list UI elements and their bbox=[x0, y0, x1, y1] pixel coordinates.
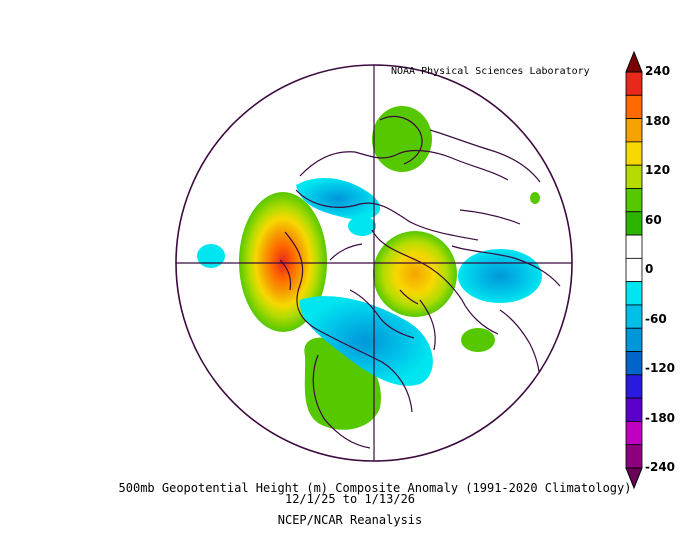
colorbar-segment bbox=[625, 444, 643, 469]
anomaly-positive-small-east bbox=[461, 328, 495, 352]
coastlines bbox=[279, 115, 561, 449]
colorbar-bottom-arrow bbox=[625, 467, 643, 490]
colorbar-tick-label: 240 bbox=[645, 64, 671, 78]
anomaly-negative-canada bbox=[299, 296, 433, 386]
colorbar-segment bbox=[625, 421, 643, 446]
colorbar-segment bbox=[625, 257, 643, 283]
anomaly-negative-arctic bbox=[296, 177, 381, 220]
colorbar-segment bbox=[625, 281, 643, 306]
anomaly-positive-small-ne bbox=[530, 192, 540, 204]
colorbar-tick-label: -120 bbox=[645, 361, 676, 375]
colorbar-segment bbox=[625, 304, 643, 329]
colorbar-tick-label: -180 bbox=[645, 410, 676, 425]
colorbar-tick-label: 60 bbox=[645, 212, 662, 227]
colorbar-tick-label: -240 bbox=[645, 460, 676, 474]
colorbar-segment bbox=[625, 374, 643, 399]
colorbar-tick-label: 120 bbox=[645, 163, 671, 177]
colorbar-top-arrow bbox=[625, 50, 643, 73]
colorbar-segment bbox=[625, 234, 643, 259]
colorbar-segment bbox=[625, 211, 643, 236]
colorbar-segment bbox=[625, 94, 643, 119]
date-range: 12/1/25 to 1/13/26 bbox=[284, 492, 416, 506]
anomaly-positive-alaska bbox=[239, 192, 327, 332]
anomaly-negative-siberia bbox=[458, 249, 542, 303]
colorbar-segment bbox=[625, 118, 643, 143]
anomaly-negative-pole bbox=[348, 216, 376, 236]
colorbar-segment bbox=[625, 351, 643, 376]
anomaly-positive-scandinavia bbox=[372, 106, 432, 172]
anomaly-negative-small-west bbox=[197, 244, 225, 268]
map-boundary bbox=[175, 64, 573, 462]
colorbar-segment bbox=[625, 71, 643, 96]
map-title: 500mb Geopotential Height (m) Composite … bbox=[118, 481, 632, 495]
colorbar-tick-label: 0 bbox=[645, 262, 654, 276]
anomaly-positive-europe bbox=[373, 231, 457, 317]
credit-label: NOAA Physical Sciences Laboratory bbox=[391, 66, 590, 77]
anomaly-field bbox=[197, 106, 542, 430]
colorbar-segment bbox=[625, 141, 643, 166]
colorbar-segment bbox=[625, 397, 643, 422]
data-source: NCEP/NCAR Reanalysis bbox=[277, 513, 423, 527]
colorbar-segment bbox=[625, 188, 643, 213]
colorbar-tick-label: 180 bbox=[645, 113, 671, 128]
colorbar-segments bbox=[625, 71, 643, 469]
colorbar-segment bbox=[625, 327, 643, 352]
colorbar-tick-label: -60 bbox=[645, 311, 667, 326]
colorbar-segment bbox=[625, 164, 643, 189]
colorbar bbox=[625, 50, 643, 490]
